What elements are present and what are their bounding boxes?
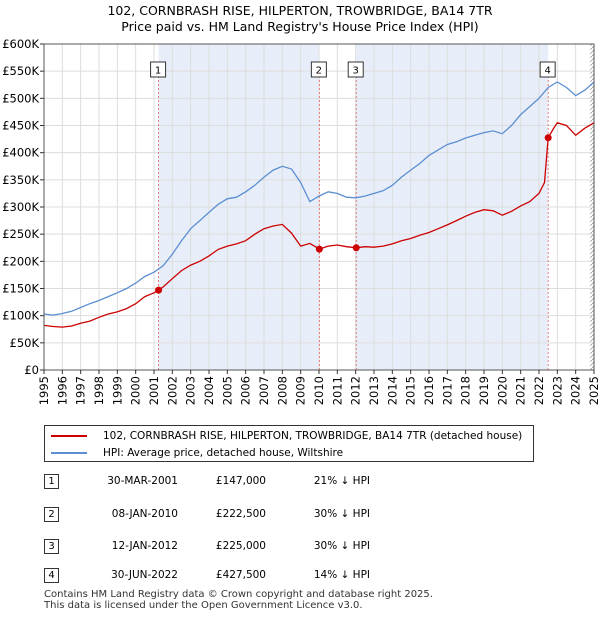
x-tick-label: 1998 — [92, 376, 106, 405]
legend-label-property: 102, CORNBRASH RISE, HILPERTON, TROWBRID… — [103, 430, 523, 442]
sale-hpi-diff: 14% ↓ HPI — [313, 569, 370, 581]
x-tick-label: 2024 — [569, 376, 583, 405]
y-tick-label: £350K — [2, 173, 39, 187]
hpi-series-line — [43, 81, 595, 316]
sale-row: 2 08-JAN-2010 £222,500 30% ↓ HPI — [0, 505, 600, 527]
y-tick-label: £0 — [24, 363, 39, 377]
sale-hpi-diff: 21% ↓ HPI — [313, 475, 370, 487]
x-tick-label: 2004 — [202, 376, 216, 405]
x-tick-label: 2023 — [550, 376, 564, 405]
sale-number: 3 — [44, 539, 59, 554]
x-tick-label: 2008 — [275, 376, 289, 405]
chart-title-line-1: 102, CORNBRASH RISE, HILPERTON, TROWBRID… — [107, 3, 493, 18]
footer: Contains HM Land Registry data © Crown c… — [44, 589, 584, 611]
x-tick-label: 2022 — [532, 376, 546, 405]
x-tick-label: 1995 — [37, 376, 51, 405]
sale-row: 3 12-JAN-2012 £225,000 30% ↓ HPI — [0, 537, 600, 559]
sale-point — [315, 245, 323, 253]
sale-date: 30-JUN-2022 — [111, 569, 178, 581]
sale-marker-box — [310, 61, 327, 78]
x-tick-label: 1999 — [110, 376, 124, 405]
legend-item-property: 102, CORNBRASH RISE, HILPERTON, TROWBRID… — [51, 428, 522, 444]
y-tick-label: £150K — [2, 282, 39, 296]
sale-number: 1 — [44, 474, 59, 489]
footer-copyright: Contains HM Land Registry data © Crown c… — [44, 589, 433, 600]
sale-date: 12-JAN-2012 — [111, 540, 178, 552]
chart-title: 102, CORNBRASH RISE, HILPERTON, TROWBRID… — [0, 3, 600, 35]
chart-title-line-2: Price paid vs. HM Land Registry's House … — [121, 19, 479, 34]
y-tick-label: £600K — [2, 37, 39, 51]
sale-marker-box — [347, 61, 364, 78]
sale-price: £225,000 — [215, 540, 266, 552]
x-tick-label: 2003 — [184, 376, 198, 405]
sale-marker-label: 2 — [316, 66, 322, 77]
y-tick-label: £300K — [2, 200, 39, 214]
sale-date: 08-JAN-2010 — [111, 508, 178, 520]
sale-price: £222,500 — [215, 508, 266, 520]
x-tick-label: 2016 — [422, 376, 436, 405]
sale-point — [352, 244, 360, 252]
sale-point — [155, 286, 163, 294]
legend-swatch-hpi — [51, 452, 87, 454]
x-tick-label: 2015 — [404, 376, 418, 405]
footer-licence: This data is licensed under the Open Gov… — [44, 600, 363, 611]
sale-marker-box — [150, 61, 167, 78]
y-tick-label: £100K — [2, 309, 39, 323]
sale-row: 4 30-JUN-2022 £427,500 14% ↓ HPI — [0, 566, 600, 588]
y-tick-label: £500K — [2, 91, 39, 105]
sale-marker-label: 1 — [155, 66, 161, 77]
x-tick-label: 2012 — [349, 376, 363, 405]
x-tick-label: 2006 — [239, 376, 253, 405]
x-tick-label: 2009 — [294, 376, 308, 405]
x-tick-label: 2005 — [220, 376, 234, 405]
x-tick-label: 1997 — [74, 376, 88, 405]
x-tick-label: 2000 — [129, 376, 143, 405]
legend-item-hpi: HPI: Average price, detached house, Wilt… — [51, 445, 343, 461]
x-tick-label: 2002 — [165, 376, 179, 405]
x-tick-label: 2013 — [367, 376, 381, 405]
x-tick-label: 2014 — [385, 376, 399, 405]
x-tick-label: 2010 — [312, 376, 326, 405]
price-chart: 1 2 3 4 £0 £50K £100K £150K £200K £250K £300K £350… — [2, 37, 600, 405]
legend: 102, CORNBRASH RISE, HILPERTON, TROWBRID… — [44, 425, 534, 462]
sale-marker-label: 3 — [353, 66, 359, 77]
sale-row: 1 30-MAR-2001 £147,000 21% ↓ HPI — [0, 472, 600, 494]
sale-point — [544, 134, 552, 142]
sale-price: £427,500 — [215, 569, 266, 581]
x-tick-label: 2017 — [440, 376, 454, 405]
legend-label-hpi: HPI: Average price, detached house, Wilt… — [103, 447, 344, 459]
y-tick-label: £400K — [2, 146, 39, 160]
x-tick-label: 2020 — [495, 376, 509, 405]
y-tick-label: £550K — [2, 64, 39, 78]
x-tick-label: 2021 — [514, 376, 528, 405]
sale-number: 4 — [44, 568, 59, 583]
property-series-line — [43, 122, 595, 328]
sale-price: £147,000 — [215, 475, 266, 487]
x-tick-label: 2018 — [459, 376, 473, 405]
sale-marker-label: 4 — [544, 66, 550, 77]
x-tick-label: 2001 — [147, 376, 161, 405]
y-tick-label: £50K — [10, 336, 40, 350]
x-tick-label: 1996 — [55, 376, 69, 405]
x-tick-label: 2019 — [477, 376, 491, 405]
x-tick-label: 2011 — [330, 376, 344, 405]
legend-swatch-property — [51, 435, 87, 437]
sale-hpi-diff: 30% ↓ HPI — [313, 508, 370, 520]
sale-marker-box — [539, 61, 556, 78]
sale-hpi-diff: 30% ↓ HPI — [313, 540, 370, 552]
sale-date: 30-MAR-2001 — [107, 475, 178, 487]
y-tick-label: £450K — [2, 119, 39, 133]
y-tick-label: £250K — [2, 227, 39, 241]
y-tick-label: £200K — [2, 254, 39, 268]
x-tick-label: 2025 — [587, 376, 600, 405]
sale-number: 2 — [44, 507, 59, 522]
x-tick-label: 2007 — [257, 376, 271, 405]
